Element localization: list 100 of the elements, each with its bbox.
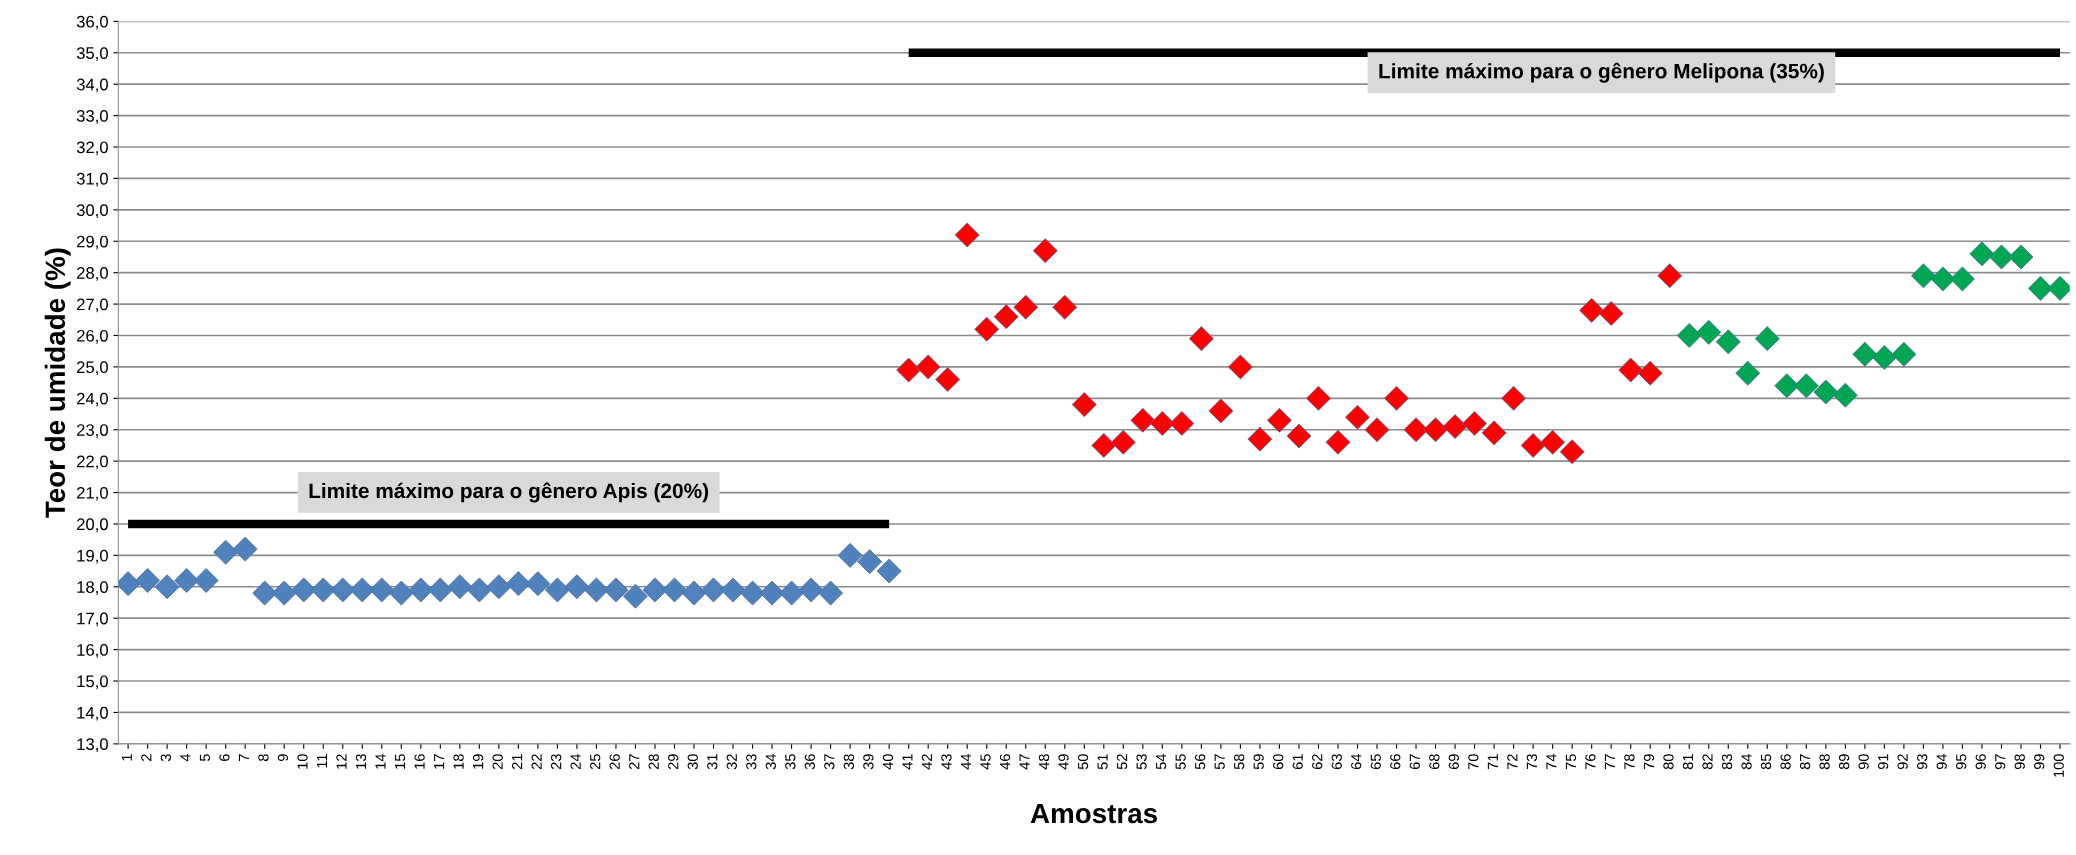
y-tick-label: 13,0 bbox=[77, 738, 108, 753]
x-tick-label: 93 bbox=[1917, 754, 1928, 770]
x-tick-label: 65 bbox=[1370, 754, 1381, 770]
y-tick-label: 27,0 bbox=[77, 298, 108, 313]
x-tick-label: 91 bbox=[1877, 754, 1889, 770]
x-tick-label: 59 bbox=[1253, 754, 1264, 770]
x-tick-label: 99 bbox=[2034, 754, 2045, 770]
x-tick-label: 45 bbox=[980, 754, 991, 770]
x-tick-label: 20 bbox=[492, 754, 503, 770]
x-tick-label: 94 bbox=[1936, 754, 1947, 770]
x-tick-label: 38 bbox=[843, 754, 855, 770]
x-tick-label: 73 bbox=[1526, 754, 1538, 770]
x-tick-label: 12 bbox=[336, 754, 347, 769]
y-tick-label: 15,0 bbox=[77, 675, 108, 690]
x-tick-label: 66 bbox=[1390, 754, 1401, 770]
x-tick-label: 15 bbox=[395, 754, 406, 769]
x-tick-label: 6 bbox=[219, 754, 230, 761]
y-tick-label: 25,0 bbox=[77, 361, 108, 376]
x-tick-label: 46 bbox=[999, 754, 1011, 770]
point bbox=[837, 542, 863, 568]
x-tick-label: 8 bbox=[258, 754, 269, 762]
x-tick-label: 89 bbox=[1838, 754, 1850, 770]
x-tick-label: 19 bbox=[472, 754, 484, 769]
annotation: Limite máximo para o gênero Apis (20%) bbox=[309, 482, 709, 503]
y-tick-label: 30,0 bbox=[76, 204, 108, 219]
x-tick-label: 92 bbox=[1897, 754, 1908, 770]
x-tick-label: 54 bbox=[1156, 754, 1167, 770]
x-tick-label: 57 bbox=[1214, 754, 1225, 770]
x-tick-label: 18 bbox=[453, 754, 464, 769]
x-tick-label: 83 bbox=[1721, 754, 1733, 770]
x-tick-label: 86 bbox=[1780, 754, 1791, 770]
x-tick-label: 1 bbox=[121, 754, 132, 761]
y-tick-label: 22,0 bbox=[77, 455, 108, 470]
x-tick-label: 36 bbox=[804, 754, 816, 770]
x-tick-label: 67 bbox=[1409, 754, 1420, 770]
point bbox=[1462, 411, 1488, 436]
x-tick-label: 79 bbox=[1643, 754, 1655, 770]
x-tick-label: 4 bbox=[180, 754, 191, 762]
y-tick-label: 21,0 bbox=[77, 486, 108, 501]
x-tick-label: 47 bbox=[1019, 754, 1030, 770]
x-tick-label: 28 bbox=[648, 754, 659, 770]
x-tick-label: 80 bbox=[1663, 754, 1674, 770]
x-tick-label: 72 bbox=[1507, 754, 1518, 770]
y-tick-label: 33,0 bbox=[76, 110, 108, 124]
y-tick-label: 34,0 bbox=[76, 78, 108, 93]
y-tick-label: 24,0 bbox=[77, 392, 108, 407]
x-tick-label: 64 bbox=[1351, 754, 1362, 770]
x-tick-label: 23 bbox=[550, 754, 562, 770]
y-tick-label: 16,0 bbox=[77, 644, 108, 658]
x-axis-title: Amostras bbox=[1030, 803, 1157, 824]
x-tick-label: 37 bbox=[824, 754, 835, 770]
x-tick-label: 39 bbox=[863, 754, 874, 770]
x-tick-label: 24 bbox=[570, 754, 581, 770]
x-tick-label: 62 bbox=[1312, 754, 1323, 770]
y-tick-label: 31,0 bbox=[76, 172, 108, 187]
x-tick-label: 32 bbox=[726, 754, 737, 770]
x-tick-label: 75 bbox=[1565, 754, 1577, 770]
x-tick-label: 42 bbox=[921, 754, 932, 770]
y-axis-title: Teor de umidade (%) bbox=[44, 248, 71, 518]
x-tick-label: 70 bbox=[1468, 754, 1479, 770]
x-tick-label: 60 bbox=[1273, 754, 1284, 770]
x-tick-label: 76 bbox=[1585, 754, 1596, 770]
x-tick-label: 22 bbox=[531, 754, 542, 770]
x-tick-label: 16 bbox=[414, 754, 425, 769]
y-tick-label: 35,0 bbox=[76, 47, 108, 61]
x-tick-label: 96 bbox=[1975, 754, 1986, 770]
x-tick-label: 82 bbox=[1702, 754, 1713, 770]
x-tick-label: 98 bbox=[2014, 754, 2025, 770]
y-tick-label: 17,0 bbox=[77, 612, 108, 627]
x-tick-label: 52 bbox=[1116, 754, 1128, 770]
x-tick-label: 55 bbox=[1175, 754, 1186, 770]
x-tick-label: 40 bbox=[882, 754, 894, 770]
x-tick-label: 97 bbox=[1995, 754, 2006, 770]
x-tick-label: 90 bbox=[1858, 754, 1869, 770]
x-tick-label: 87 bbox=[1799, 754, 1811, 770]
x-tick-label: 84 bbox=[1741, 754, 1752, 770]
y-tick-label: 18,0 bbox=[77, 581, 108, 595]
x-tick-label: 44 bbox=[960, 754, 971, 770]
x-tick-label: 26 bbox=[609, 754, 620, 770]
x-tick-label: 51 bbox=[1097, 754, 1108, 770]
y-tick-label: 32,0 bbox=[76, 141, 108, 156]
x-tick-label: 33 bbox=[746, 754, 757, 770]
x-tick-label: 13 bbox=[355, 754, 367, 769]
x-tick-label: 63 bbox=[1331, 754, 1342, 770]
y-tick-label: 19,0 bbox=[77, 549, 108, 564]
x-tick-label: 78 bbox=[1624, 754, 1635, 770]
x-tick-label: 29 bbox=[668, 754, 679, 770]
x-tick-label: 10 bbox=[297, 754, 308, 769]
x-tick-label: 56 bbox=[1194, 754, 1206, 770]
y-tick-label: 26,0 bbox=[77, 329, 108, 344]
x-tick-label: 7 bbox=[238, 754, 249, 761]
y-tick-label: 36,0 bbox=[76, 15, 108, 30]
x-tick-label: 2 bbox=[141, 754, 152, 761]
x-tick-label: 43 bbox=[941, 754, 952, 770]
x-tick-label: 100 bbox=[2053, 754, 2064, 777]
y-tick-label: 23,0 bbox=[77, 424, 108, 438]
x-tick-label: 95 bbox=[1956, 754, 1967, 770]
x-tick-label: 71 bbox=[1487, 754, 1498, 770]
x-tick-label: 3 bbox=[160, 754, 172, 762]
x-tick-label: 50 bbox=[1077, 754, 1089, 770]
